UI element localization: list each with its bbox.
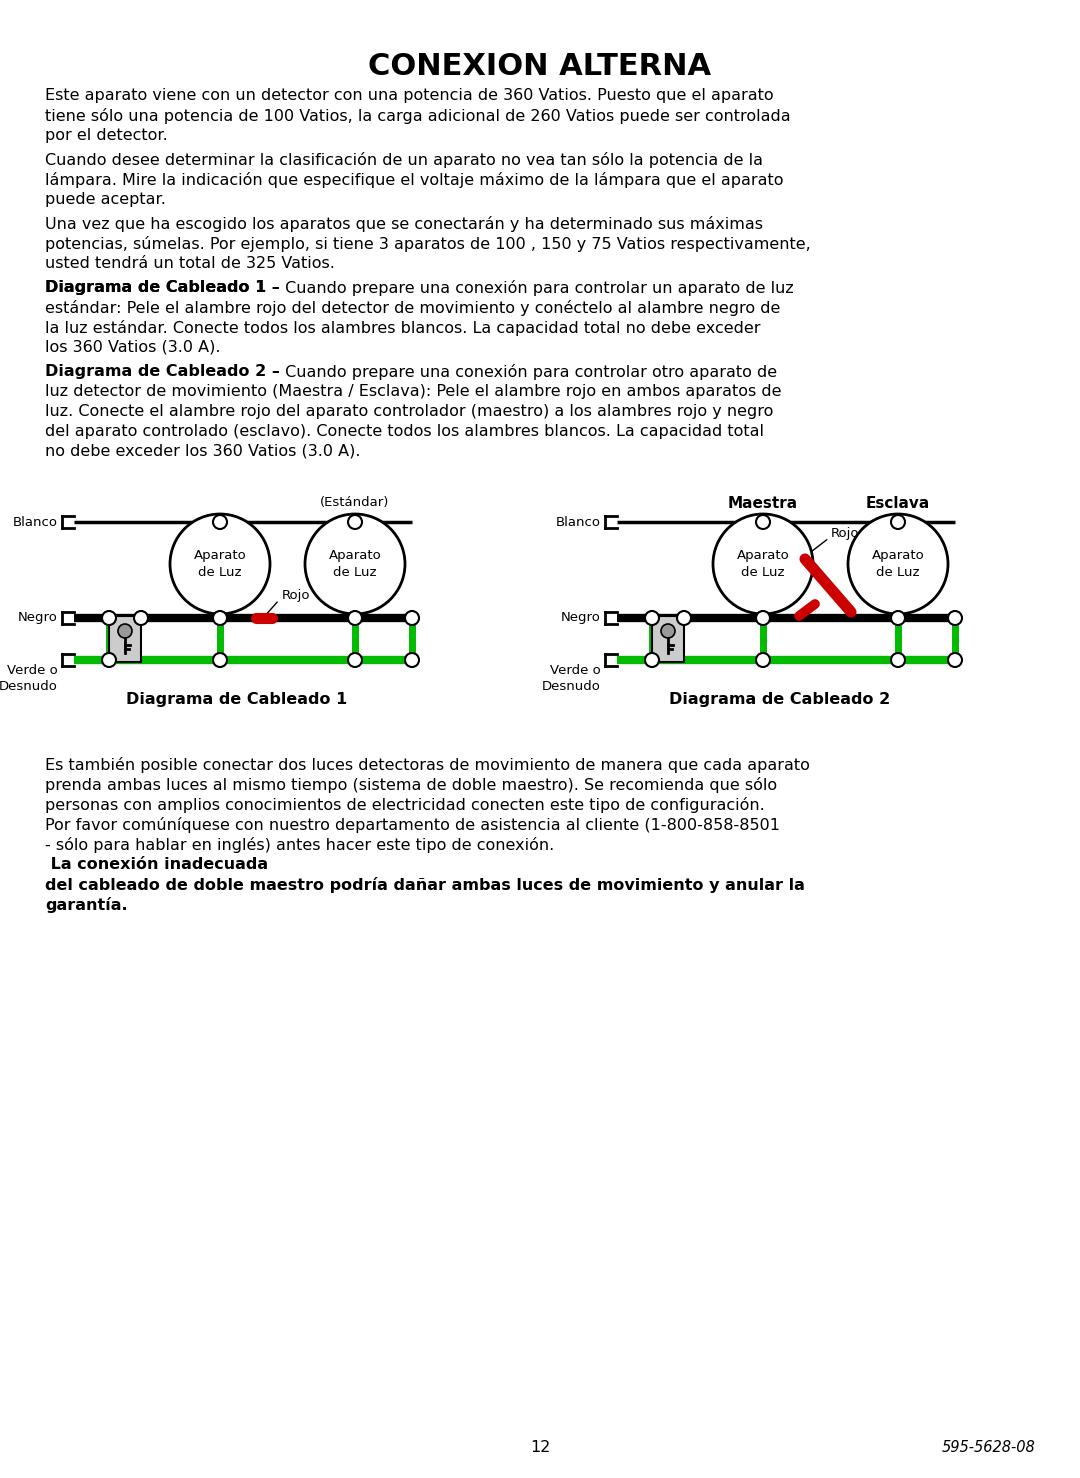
Circle shape xyxy=(213,653,227,667)
Circle shape xyxy=(134,610,148,625)
Text: los 360 Vatios (3.0 A).: los 360 Vatios (3.0 A). xyxy=(45,340,220,355)
Text: Por favor comúníquese con nuestro departamento de asistencia al cliente (1-800-8: Por favor comúníquese con nuestro depart… xyxy=(45,817,780,834)
Text: usted tendrá un total de 325 Vatios.: usted tendrá un total de 325 Vatios. xyxy=(45,256,335,270)
Text: Es también posible conectar dos luces detectoras de movimiento de manera que cad: Es también posible conectar dos luces de… xyxy=(45,757,810,773)
Text: Blanco: Blanco xyxy=(556,516,600,529)
Circle shape xyxy=(102,610,116,625)
Text: luz. Conecte el alambre rojo del aparato controlador (maestro) a los alambres ro: luz. Conecte el alambre rojo del aparato… xyxy=(45,403,773,418)
Text: - sólo para hablar en inglés) antes hacer este tipo de conexión.: - sólo para hablar en inglés) antes hace… xyxy=(45,837,554,853)
Circle shape xyxy=(348,514,362,529)
Text: Aparato
de Luz: Aparato de Luz xyxy=(872,548,924,579)
Text: Aparato
de Luz: Aparato de Luz xyxy=(737,548,789,579)
Text: Verde o
Desnudo: Verde o Desnudo xyxy=(542,664,600,693)
Text: por el detector.: por el detector. xyxy=(45,129,167,143)
Circle shape xyxy=(305,514,405,613)
Text: prenda ambas luces al mismo tiempo (sistema de doble maestro). Se recomienda que: prenda ambas luces al mismo tiempo (sist… xyxy=(45,777,778,794)
Text: Diagrama de Cableado 1: Diagrama de Cableado 1 xyxy=(126,692,348,706)
Text: Diagrama de Cableado 2 –: Diagrama de Cableado 2 – xyxy=(45,364,280,378)
Text: Cuando prepare una conexión para controlar un aparato de luz: Cuando prepare una conexión para control… xyxy=(280,279,794,296)
Text: Diagrama de Cableado 1 –: Diagrama de Cableado 1 – xyxy=(45,279,280,296)
Text: Diagrama de Cableado 2: Diagrama de Cableado 2 xyxy=(670,692,891,706)
Circle shape xyxy=(891,610,905,625)
Circle shape xyxy=(756,514,770,529)
Text: estándar: Pele el alambre rojo del detector de movimiento y conéctelo al alambre: estándar: Pele el alambre rojo del detec… xyxy=(45,300,781,316)
Circle shape xyxy=(713,514,813,613)
Text: Negro: Negro xyxy=(18,612,58,625)
Text: la luz estándar. Conecte todos los alambres blancos. La capacidad total no debe : la luz estándar. Conecte todos los alamb… xyxy=(45,321,760,336)
Circle shape xyxy=(405,653,419,667)
Text: Este aparato viene con un detector con una potencia de 360 Vatios. Puesto que el: Este aparato viene con un detector con u… xyxy=(45,89,773,103)
Circle shape xyxy=(891,514,905,529)
Text: luz detector de movimiento (Maestra / Esclava): Pele el alambre rojo en ambos ap: luz detector de movimiento (Maestra / Es… xyxy=(45,384,782,399)
Circle shape xyxy=(645,610,659,625)
Text: del aparato controlado (esclavo). Conecte todos los alambres blancos. La capacid: del aparato controlado (esclavo). Conect… xyxy=(45,424,764,439)
Text: tiene sólo una potencia de 100 Vatios, la carga adicional de 260 Vatios puede se: tiene sólo una potencia de 100 Vatios, l… xyxy=(45,108,791,124)
FancyBboxPatch shape xyxy=(109,616,141,662)
Circle shape xyxy=(405,610,419,625)
Text: puede aceptar.: puede aceptar. xyxy=(45,192,166,207)
Circle shape xyxy=(661,624,675,638)
Text: La conexión inadecuada: La conexión inadecuada xyxy=(45,857,268,872)
Text: potencias, súmelas. Por ejemplo, si tiene 3 aparatos de 100 , 150 y 75 Vatios re: potencias, súmelas. Por ejemplo, si tien… xyxy=(45,236,811,253)
Text: CONEXION ALTERNA: CONEXION ALTERNA xyxy=(368,52,712,81)
Circle shape xyxy=(948,610,962,625)
Circle shape xyxy=(348,653,362,667)
Text: Rojo: Rojo xyxy=(831,528,860,541)
Circle shape xyxy=(645,653,659,667)
Text: Aparato
de Luz: Aparato de Luz xyxy=(193,548,246,579)
Text: Esclava: Esclava xyxy=(866,497,930,511)
FancyBboxPatch shape xyxy=(652,616,684,662)
Text: Blanco: Blanco xyxy=(13,516,58,529)
Circle shape xyxy=(213,514,227,529)
Text: Rojo: Rojo xyxy=(282,590,311,603)
Text: del cableado de doble maestro podría dañar ambas luces de movimiento y anular la: del cableado de doble maestro podría dañ… xyxy=(45,876,805,893)
Circle shape xyxy=(170,514,270,613)
Circle shape xyxy=(213,610,227,625)
Text: Verde o
Desnudo: Verde o Desnudo xyxy=(0,664,58,693)
Circle shape xyxy=(102,653,116,667)
Text: Cuando prepare una conexión para controlar otro aparato de: Cuando prepare una conexión para control… xyxy=(280,364,777,380)
Circle shape xyxy=(118,624,132,638)
Text: Diagrama de Cableado 1 –: Diagrama de Cableado 1 – xyxy=(45,279,280,296)
Circle shape xyxy=(348,610,362,625)
Text: Maestra: Maestra xyxy=(728,497,798,511)
Text: no debe exceder los 360 Vatios (3.0 A).: no debe exceder los 360 Vatios (3.0 A). xyxy=(45,443,361,460)
Text: Aparato
de Luz: Aparato de Luz xyxy=(328,548,381,579)
Text: Cuando desee determinar la clasificación de un aparato no vea tan sólo la potenc: Cuando desee determinar la clasificación… xyxy=(45,152,762,168)
Circle shape xyxy=(848,514,948,613)
Circle shape xyxy=(677,610,691,625)
Text: 12: 12 xyxy=(530,1440,550,1454)
Text: Negro: Negro xyxy=(562,612,600,625)
Text: Una vez que ha escogido los aparatos que se conectarán y ha determinado sus máxi: Una vez que ha escogido los aparatos que… xyxy=(45,216,762,232)
Circle shape xyxy=(948,653,962,667)
Text: (Estándar): (Estándar) xyxy=(321,497,390,508)
Text: lámpara. Mire la indicación que especifique el voltaje máximo de la lámpara que : lámpara. Mire la indicación que especifi… xyxy=(45,171,783,188)
Circle shape xyxy=(891,653,905,667)
Circle shape xyxy=(756,653,770,667)
Text: 595-5628-08: 595-5628-08 xyxy=(942,1440,1035,1454)
Text: personas con amplios conocimientos de electricidad conecten este tipo de configu: personas con amplios conocimientos de el… xyxy=(45,797,765,813)
Circle shape xyxy=(756,610,770,625)
Text: garantía.: garantía. xyxy=(45,897,127,913)
